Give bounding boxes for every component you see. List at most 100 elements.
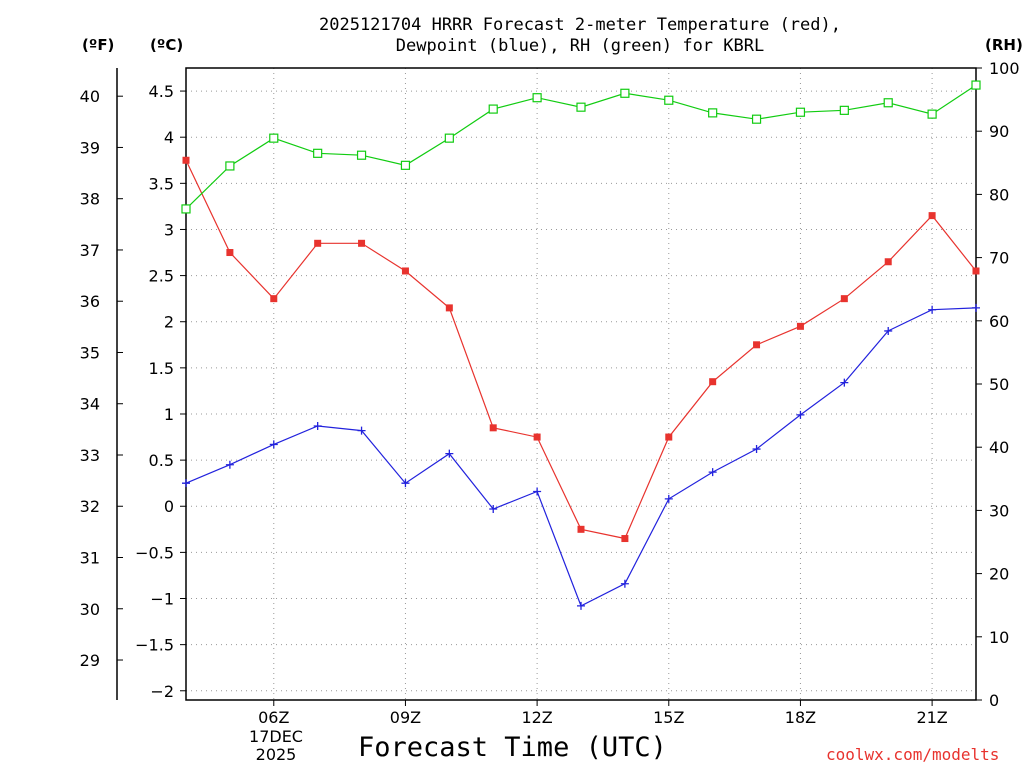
dewpoint-point xyxy=(840,378,849,387)
fahrenheit-axis-label: (ºF) xyxy=(82,36,115,54)
celsius-tick-label: 4 xyxy=(164,128,174,147)
dewpoint-point xyxy=(664,494,673,503)
dewpoint-point xyxy=(269,440,278,449)
dewpoint-point xyxy=(489,505,498,514)
celsius-tick-label: 3 xyxy=(164,220,174,239)
fahrenheit-tick-label: 31 xyxy=(80,549,100,568)
rh-tick-label: 100 xyxy=(989,59,1020,78)
temperature-point xyxy=(445,304,453,312)
celsius-tick-label: −1 xyxy=(150,590,174,609)
rh-tick-label: 30 xyxy=(989,501,1009,520)
rh-point xyxy=(708,108,718,118)
celsius-tick-label: −2 xyxy=(150,682,174,701)
celsius-tick-label: 2.5 xyxy=(149,267,174,286)
celsius-tick-label: 1.5 xyxy=(149,359,174,378)
fahrenheit-tick-label: 34 xyxy=(80,395,100,414)
fahrenheit-tick-label: 36 xyxy=(80,292,100,311)
rh-point xyxy=(444,133,454,143)
fahrenheit-tick-label: 37 xyxy=(80,241,100,260)
celsius-tick-label: −0.5 xyxy=(135,543,174,562)
rh-tick-label: 50 xyxy=(989,375,1009,394)
dewpoint-point xyxy=(357,426,366,435)
dewpoint-point xyxy=(752,445,761,454)
rh-point xyxy=(313,148,323,158)
temperature-point xyxy=(665,433,673,441)
temperature-point xyxy=(401,267,409,275)
celsius-axis-label: (ºC) xyxy=(150,36,184,54)
fahrenheit-tick-label: 35 xyxy=(80,343,100,362)
celsius-tick-label: 2 xyxy=(164,313,174,332)
temperature-point xyxy=(577,525,585,533)
temperature-point xyxy=(928,212,936,220)
rh-point xyxy=(971,80,981,90)
x-tick-label: 15Z xyxy=(653,708,684,727)
dewpoint-point xyxy=(182,479,190,488)
dewpoint-point xyxy=(225,460,234,469)
rh-point xyxy=(795,107,806,117)
celsius-tick-label: 4.5 xyxy=(149,82,174,101)
temperature-point xyxy=(314,239,322,247)
temperature-point xyxy=(226,249,234,257)
rh-point xyxy=(620,88,630,98)
rh-tick-label: 0 xyxy=(989,691,999,710)
celsius-tick-label: 0 xyxy=(164,497,174,516)
x-tick-label: 12Z xyxy=(521,708,552,727)
temperature-point xyxy=(489,424,497,432)
celsius-tick-label: 3.5 xyxy=(149,174,174,193)
celsius-tick-label: −1.5 xyxy=(135,636,174,655)
temperature-point xyxy=(884,258,892,266)
x-tick-label: 09Z xyxy=(390,708,421,727)
rh-point xyxy=(576,102,586,112)
chart-title-line-1: 2025121704 HRRR Forecast 2-meter Tempera… xyxy=(319,15,841,35)
temperature-point xyxy=(796,322,804,330)
rh-tick-label: 60 xyxy=(989,312,1009,331)
temperature-point xyxy=(840,295,848,303)
fahrenheit-tick-label: 33 xyxy=(80,446,100,465)
grid-layer xyxy=(186,68,976,700)
date-year-label: 2025 xyxy=(255,745,297,764)
temperature-line xyxy=(185,160,977,540)
dewpoint-line xyxy=(185,307,977,607)
temperature-point xyxy=(709,378,717,386)
chart-title-line-2: Dewpoint (blue), RH (green) for KBRL xyxy=(395,36,765,56)
dewpoint-point xyxy=(401,479,410,488)
dewpoint-point xyxy=(928,305,937,314)
date-day-label: 17DEC xyxy=(249,727,303,746)
dewpoint-point xyxy=(884,326,893,335)
temperature-point xyxy=(972,267,980,275)
dewpoint-point xyxy=(313,421,322,430)
rh-point xyxy=(839,105,849,115)
fahrenheit-tick-label: 29 xyxy=(80,651,100,670)
rh-tick-label: 40 xyxy=(989,438,1009,457)
rh-point xyxy=(927,109,937,119)
rh-point xyxy=(883,98,893,108)
x-tick-label: 21Z xyxy=(916,708,947,727)
credit-link[interactable]: coolwx.com/modelts xyxy=(826,745,1000,764)
rh-point xyxy=(751,114,762,124)
rh-point xyxy=(181,204,191,214)
axes-layer: −2 −1.5 −1 −0.5 0 0.5 1 1.5 2 2.5 3 3.5 4 4.5 06Z 09Z 12… xyxy=(80,59,1020,727)
celsius-tick-label: 1 xyxy=(164,405,174,424)
x-tick-label: 18Z xyxy=(785,708,816,727)
rh-point xyxy=(532,93,542,103)
dewpoint-point xyxy=(620,579,629,588)
temperature-point xyxy=(753,341,761,349)
temperature-point xyxy=(621,535,629,543)
rh-point xyxy=(664,95,674,105)
rh-tick-label: 70 xyxy=(989,249,1009,268)
rh-tick-label: 20 xyxy=(989,565,1009,584)
fahrenheit-tick-label: 30 xyxy=(80,600,100,619)
rh-point xyxy=(225,161,235,171)
rh-point xyxy=(356,150,367,160)
temperature-point xyxy=(182,156,190,164)
dewpoint-point xyxy=(533,487,542,496)
celsius-tick-label: 0.5 xyxy=(149,451,174,470)
fahrenheit-tick-label: 39 xyxy=(80,138,100,157)
rh-point xyxy=(269,133,279,143)
x-tick-label: 06Z xyxy=(258,708,289,727)
temperature-point xyxy=(270,295,278,303)
series-layer xyxy=(181,80,981,610)
dewpoint-point xyxy=(972,303,980,312)
rh-tick-label: 80 xyxy=(989,185,1009,204)
